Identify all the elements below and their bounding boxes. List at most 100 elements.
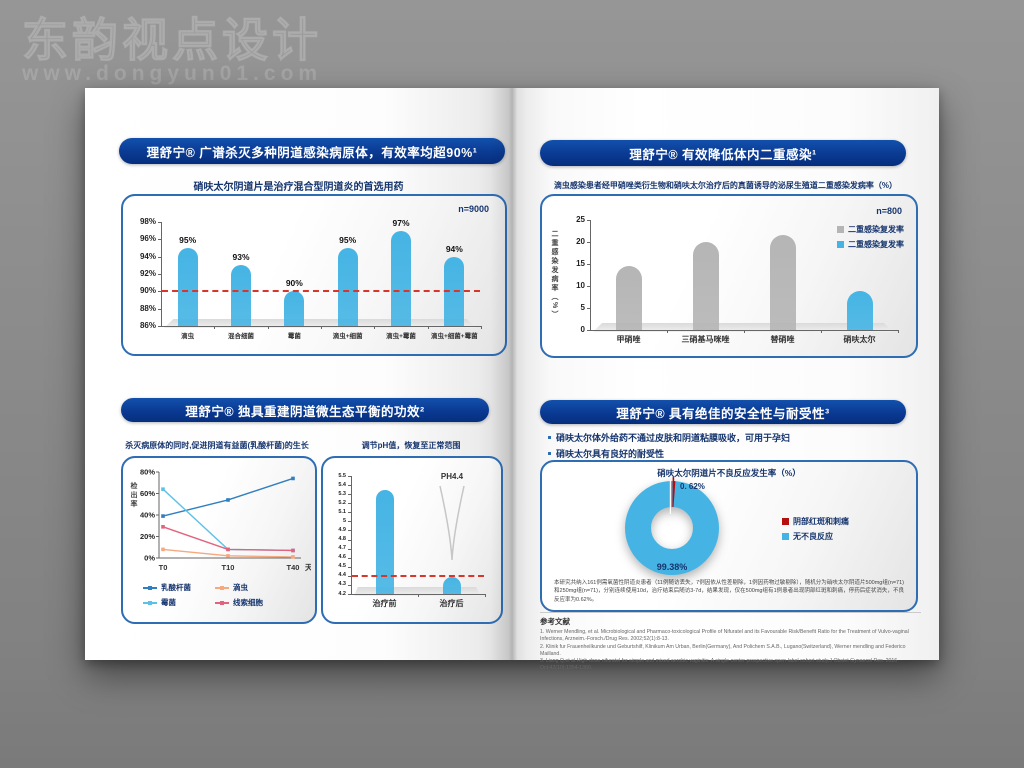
y-axis-line [351, 476, 352, 594]
y-tick-mark [348, 503, 351, 505]
y-tick-mark [158, 291, 161, 293]
bar-value-label: 94% [445, 243, 463, 254]
glass-outline [439, 485, 465, 561]
bar-value-label: 90% [285, 278, 303, 289]
series-marker [291, 555, 295, 559]
references-divider [540, 612, 921, 613]
y-tick-mark [587, 264, 590, 265]
study-note: 本研究共纳入161例需氧菌性阴道炎患者（11例随访丢失，7例因依从性差剔除，1例… [554, 579, 904, 604]
y-tick-label: 5.3 [338, 490, 346, 497]
y-tick-label: 4.9 [338, 527, 346, 534]
x-category-label: 替硝唑 [770, 335, 795, 344]
legend-marker [215, 600, 229, 606]
reference-item: 2. Klinik fur Frauenheilkunde und Geburt… [540, 643, 906, 657]
bar [375, 489, 394, 594]
microbiome-subtitle: 杀灭病原体的同时,促进阴道有益菌(乳酸杆菌)的生长 [125, 441, 309, 450]
series-marker [291, 476, 295, 481]
y-tick-mark [348, 512, 351, 514]
x-category-label: 治疗前 [372, 599, 397, 608]
y-tick-label: 10 [576, 281, 585, 290]
y-tick-label: 20% [140, 532, 155, 541]
chart-floor [593, 323, 893, 332]
x-tick-mark [481, 326, 482, 329]
y-tick-label: 5.1 [338, 508, 346, 515]
bar [769, 235, 796, 330]
y-tick-label: 5 [580, 303, 585, 312]
reference-item: 1. Werner Mendling, et al. Microbiologic… [540, 629, 909, 643]
y-tick-label: 4.3 [338, 581, 346, 588]
ph-chart: 4.2 4.3 4.4 4.5 4.6 4.7 4.8 4.9 5 5.1 5.2 5.3 5.4 5.5… [327, 464, 493, 614]
bar [177, 248, 198, 326]
microbiome-y-axis-label: 检出率 [130, 482, 137, 509]
y-tick-mark [158, 308, 161, 310]
watermark: 东韵视点设计 www.dongyun01.com [21, 4, 322, 86]
x-axis-unit: 天 [305, 563, 311, 572]
y-tick-mark [348, 521, 351, 523]
x-tick-mark [485, 594, 486, 597]
legend-marker [215, 585, 229, 591]
legend-swatch [782, 518, 789, 525]
legend-marker [143, 585, 157, 591]
x-tick-mark [214, 326, 216, 329]
x-tick-mark [821, 330, 822, 333]
sample-size-label: n=9000 [458, 204, 489, 214]
right-page: 理舒宁® 有效降低体内二重感染¹ 滴虫感染患者经甲硝唑类衍生物和硝呋太尔治疗后的… [512, 88, 939, 671]
legend-label: 无不良反应 [793, 532, 833, 541]
x-category-label: 滴虫+细菌+霉菌 [431, 333, 478, 340]
bar-value-label: 95% [179, 235, 197, 245]
donut-svg [625, 477, 719, 575]
efficacy-subtitle: 硝呋太尔阴道片是治疗混合型阴道炎的首选用药 [193, 182, 404, 193]
x-tick-mark [744, 330, 745, 333]
legend-item: 阴部红斑和刺痛 [782, 516, 849, 527]
bullet-text: 硝呋太尔体外给药不通过皮肤和阴道粘膜吸收，可用于孕妇 [556, 433, 791, 443]
x-category-label: 三硝基马咪唑 [681, 335, 730, 344]
reference-dashed-line [162, 290, 480, 293]
series-marker [226, 554, 230, 558]
y-tick-mark [348, 539, 351, 541]
y-tick-label: 0% [144, 554, 155, 563]
x-category-label: 滴虫 [181, 333, 195, 340]
y-tick-label: 94% [139, 251, 156, 261]
safety-legend: 阴部红斑和刺痛 无不良反应 [782, 516, 849, 542]
efficacy-chart: 86% 88% 90% 92% 94% 96% 98% 95% 滴虫 93% 混合细菌 90% 霉菌 95… [131, 202, 493, 346]
y-tick-label: 86% [139, 321, 156, 330]
y-tick-label: 60% [140, 489, 155, 498]
y-tick-mark [348, 557, 351, 559]
bar [846, 291, 873, 330]
bar [615, 266, 642, 330]
safety-chart-title: 硝呋太尔阴道片不良反应发生率（%） [657, 468, 801, 478]
superinfection-chart: 0 5 10 15 20 25 甲硝唑 三硝基马咪唑 替硝唑 硝呋太尔 [550, 202, 908, 350]
x-tick-mark [427, 326, 429, 329]
y-tick-mark [587, 220, 590, 221]
x-tick-mark [321, 326, 322, 329]
donut-main-slice-label: 99.38% [656, 562, 688, 572]
x-category-label: 滴虫+细菌 [332, 333, 363, 340]
ph-glass-shape [439, 485, 465, 561]
microbiome-chart-panel: 0% 20% 40% 60% 80% T0 T10 T40 天 检出率 乳酸杆菌 霉菌 滴虫 线索细胞 [121, 456, 317, 624]
legend-label: 霉菌 [161, 598, 176, 607]
references-heading: 参考文献 [540, 617, 570, 626]
legend-item: 霉菌 [143, 597, 191, 608]
series-marker [161, 487, 165, 491]
y-tick-label: 20 [576, 237, 585, 246]
y-tick-label: 4.2 [338, 590, 346, 597]
y-tick-mark [348, 594, 351, 595]
bullet-item: 硝呋太尔体外给药不通过皮肤和阴道粘膜吸收，可用于孕妇 [548, 432, 898, 444]
header-banner-superinfection: 理舒宁® 有效降低体内二重感染¹ [540, 140, 906, 166]
y-tick-mark [348, 476, 351, 477]
donut-main-slice [625, 481, 719, 575]
x-category-label: 滴虫+霉菌 [386, 333, 416, 340]
y-axis-line [161, 222, 162, 326]
legend-item: 乳酸杆菌 [143, 582, 191, 593]
header-banner-microbiome: 理舒宁® 独具重建阴道微生态平衡的功效² [121, 398, 489, 422]
x-tick-mark [267, 326, 269, 329]
header-banner-efficacy: 理舒宁® 广谱杀灭多种阴道感染病原体，有效率均超90%¹ [119, 138, 505, 164]
y-tick-mark [587, 242, 590, 243]
y-tick-mark [158, 222, 161, 223]
x-category-label: 硝呋太尔 [843, 335, 876, 344]
y-tick-label: 96% [139, 234, 156, 244]
y-tick-mark [348, 566, 351, 568]
chart-floor [354, 587, 480, 596]
y-tick-mark [587, 308, 590, 309]
